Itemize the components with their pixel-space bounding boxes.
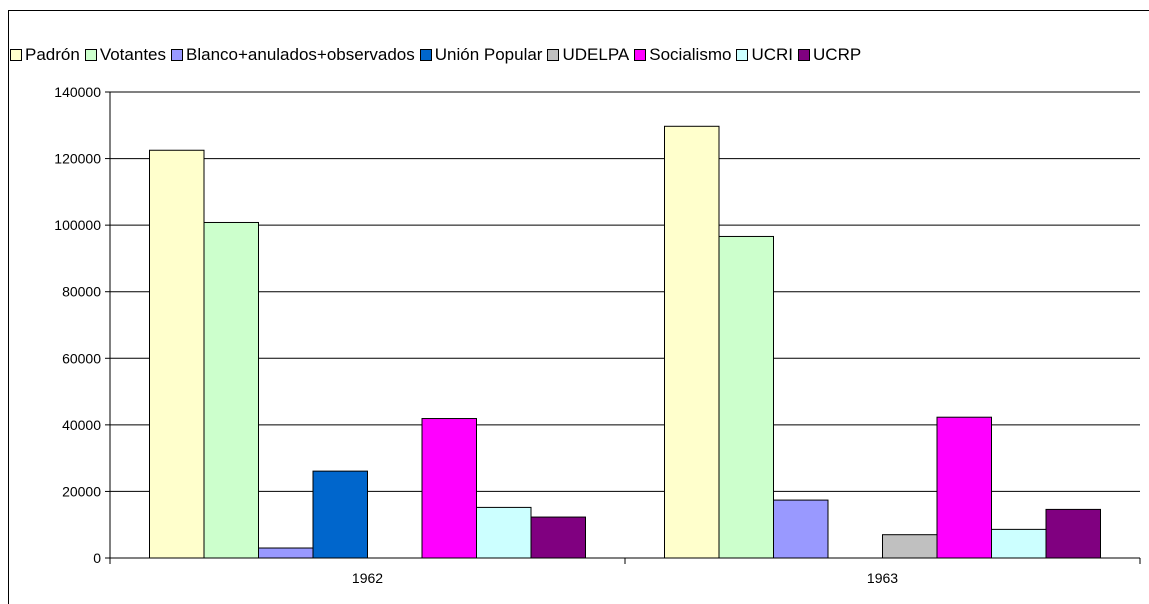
bar: [421, 418, 477, 559]
bar: [258, 547, 314, 559]
y-tick-label: 100000: [54, 217, 101, 233]
bar: [149, 149, 205, 559]
legend-swatch: [171, 49, 183, 61]
bar: [718, 235, 774, 559]
legend-item-ucri: UCRI: [736, 45, 793, 65]
legend-swatch: [84, 49, 97, 61]
x-tick-label: 1963: [867, 570, 898, 586]
x-tick-label: 1962: [352, 570, 383, 586]
bar: [991, 528, 1047, 559]
bar: [882, 534, 938, 559]
y-tick-label: 0: [93, 550, 101, 566]
chart-frame: [8, 10, 1149, 604]
bar: [476, 506, 532, 559]
legend-item-ucrp: UCRP: [798, 45, 861, 65]
bar: [203, 221, 259, 559]
y-tick-label: 60000: [62, 350, 101, 366]
legend-label: Padrón: [25, 45, 80, 64]
bar: [1045, 508, 1101, 559]
legend-item-blanco: Blanco+anulados+observados: [171, 45, 415, 65]
y-tick-label: 40000: [62, 417, 101, 433]
y-tick-label: 80000: [62, 284, 101, 300]
legend-item-udelpa: UDELPA: [547, 45, 629, 65]
legend-item-union-popular: Unión Popular: [419, 45, 543, 65]
bar: [773, 499, 829, 559]
legend-item-padron: Padrón: [10, 45, 80, 65]
legend-swatch: [10, 49, 22, 61]
bar: [936, 416, 992, 559]
legend-label: UCRI: [751, 45, 794, 64]
legend-label: UDELPA: [562, 45, 630, 64]
legend-label: Unión Popular: [434, 45, 543, 64]
legend-label: Votantes: [99, 45, 166, 64]
legend-label: Blanco+anulados+observados: [186, 45, 415, 64]
legend-item-socialismo: Socialismo: [634, 45, 731, 65]
bar: [530, 516, 586, 559]
legend-swatch: [798, 49, 811, 61]
bar: [312, 470, 368, 559]
legend-label: UCRP: [813, 45, 862, 64]
legend-label: Socialismo: [649, 45, 732, 64]
bar: [664, 125, 720, 559]
y-tick-label: 120000: [54, 151, 101, 167]
legend-swatch: [634, 49, 647, 61]
legend-swatch: [736, 49, 749, 61]
legend-swatch: [547, 49, 560, 61]
legend-swatch: [419, 49, 432, 61]
y-tick-label: 20000: [62, 483, 101, 499]
legend-item-votantes: Votantes: [84, 45, 166, 65]
y-tick-label: 140000: [54, 84, 101, 100]
chart-legend: Padrón Votantes Blanco+anulados+observad…: [10, 44, 866, 66]
